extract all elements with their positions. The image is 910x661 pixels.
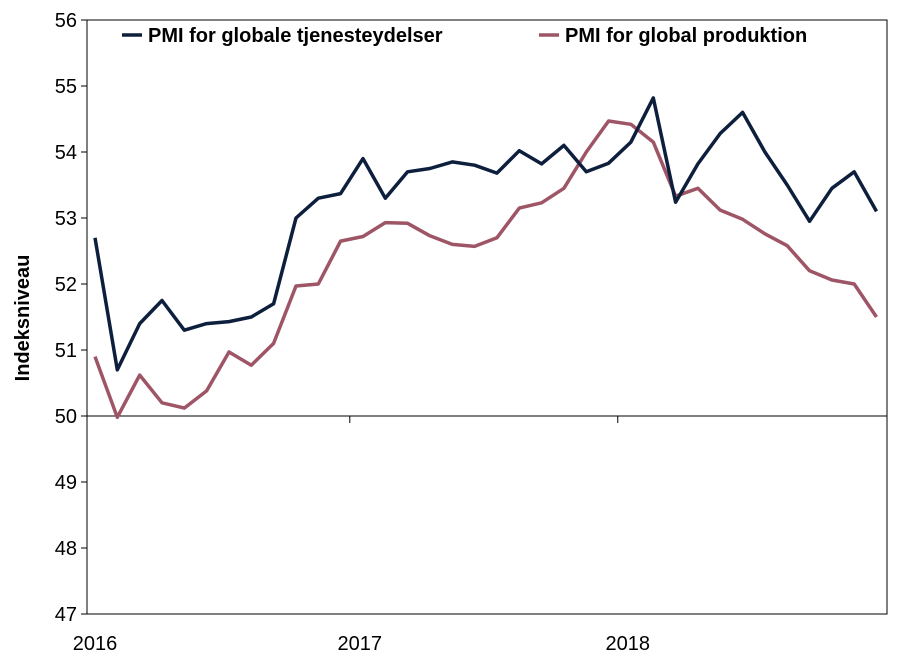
y-tick-label: 50 <box>55 406 77 428</box>
series-line-1 <box>93 119 878 420</box>
legend-label-0: PMI for globale tjenesteydelser <box>148 25 443 47</box>
y-tick-label: 49 <box>55 472 77 494</box>
legend: PMI for globale tjenesteydelser PMI for g… <box>122 25 807 47</box>
y-tick-label: 54 <box>55 142 77 164</box>
x-tick-label: 2016 <box>73 633 118 655</box>
legend-label-1: PMI for global produktion <box>565 25 807 47</box>
y-tick-label: 56 <box>55 10 77 32</box>
series-layer <box>93 96 879 420</box>
x-tick-label: 2017 <box>338 633 383 655</box>
y-axis-ticks: 47 48 49 50 51 52 53 54 55 56 <box>55 10 87 626</box>
plot-area <box>86 19 888 615</box>
y-tick-label: 52 <box>55 274 77 296</box>
y-axis-label: Indeksniveau <box>12 255 34 382</box>
y-tick-label: 48 <box>55 538 77 560</box>
y-tick-label: 53 <box>55 208 77 230</box>
y-tick-label: 51 <box>55 340 77 362</box>
y-tick-label: 47 <box>55 604 77 626</box>
series-line-0 <box>93 96 879 372</box>
x-axis-ticks: 2016 2017 2018 <box>73 416 650 655</box>
y-tick-label: 55 <box>55 76 77 98</box>
x-tick-label: 2018 <box>606 633 651 655</box>
plot-frame <box>86 19 888 615</box>
